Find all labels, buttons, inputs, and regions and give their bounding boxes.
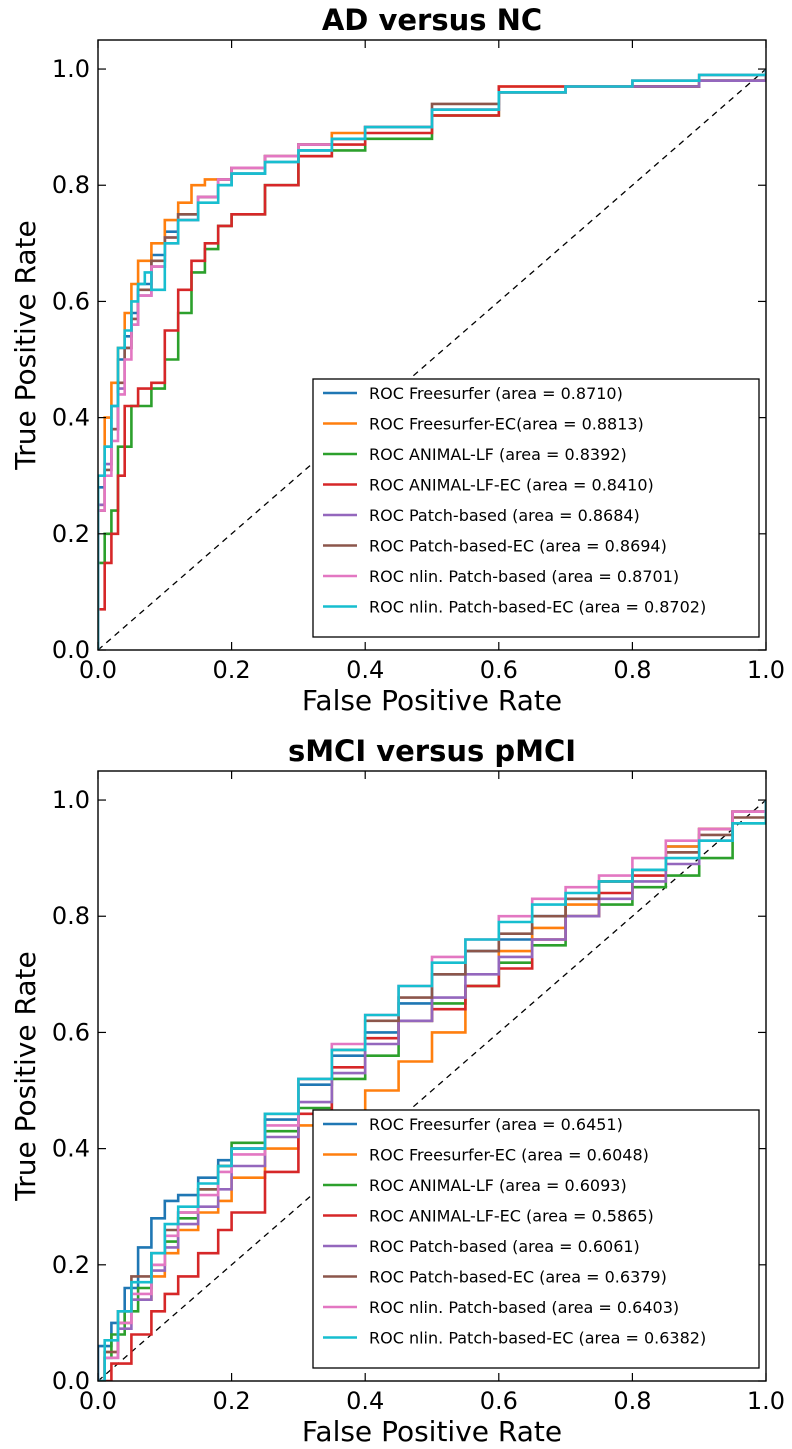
legend-label-4: ROC ANIMAL-LF-EC (area = 0.5865): [369, 1207, 654, 1226]
x-tick-label: 0.4: [346, 656, 384, 684]
y-tick-label: 1.0: [52, 786, 90, 814]
legend-label-5: ROC Patch-based (area = 0.6061): [369, 1237, 640, 1256]
roc-curve-8: [98, 69, 766, 650]
x-tick-label: 0.6: [480, 1387, 518, 1415]
y-tick-label: 0.2: [52, 1251, 90, 1279]
legend-label-5: ROC Patch-based (area = 0.8684): [369, 506, 640, 525]
x-tick-label: 0.0: [79, 1387, 117, 1415]
x-axis-label: False Positive Rate: [302, 684, 562, 717]
plot-frame: [97, 39, 767, 651]
legend-label-2: ROC Freesurfer-EC(area = 0.8813): [369, 415, 644, 434]
x-tick-label: 0.6: [480, 656, 518, 684]
y-tick-label: 0.0: [52, 636, 90, 664]
x-tick-label: 0.4: [346, 1387, 384, 1415]
legend-box: [312, 378, 760, 638]
x-tick-label: 1.0: [747, 1387, 785, 1415]
legend-label-6: ROC Patch-based-EC (area = 0.6379): [369, 1268, 667, 1287]
y-tick-label: 0.6: [52, 1018, 90, 1046]
x-tick-label: 0.8: [613, 1387, 651, 1415]
y-tick-label: 0.8: [52, 171, 90, 199]
y-tick-label: 0.0: [52, 1367, 90, 1395]
legend-label-1: ROC Freesurfer (area = 0.6451): [369, 1115, 623, 1134]
legend: ROC Freesurfer (area = 0.6451) ROC Freesu…: [312, 1109, 760, 1369]
y-axis-label: True Positive Rate: [9, 220, 42, 470]
legend-label-8: ROC nlin. Patch-based-EC (area = 0.6382): [369, 1329, 706, 1348]
diagonal-reference-line: [98, 68, 766, 650]
legend-label-1: ROC Freesurfer (area = 0.8710): [369, 384, 623, 403]
legend-label-7: ROC nlin. Patch-based (area = 0.8701): [369, 567, 679, 586]
roc-curves: [98, 69, 766, 650]
y-tick-label: 0.4: [52, 1135, 90, 1163]
legend-label-7: ROC nlin. Patch-based (area = 0.6403): [369, 1298, 679, 1317]
legend-label-2: ROC Freesurfer-EC (area = 0.6048): [369, 1146, 649, 1165]
chart-title: sMCI versus pMCI: [288, 734, 576, 768]
x-tick-label: 0.2: [213, 656, 251, 684]
x-tick-label: 0.0: [79, 656, 117, 684]
roc-curve-8: [98, 800, 766, 1381]
x-axis-label: False Positive Rate: [302, 1415, 562, 1448]
legend-label-4: ROC ANIMAL-LF-EC (area = 0.8410): [369, 476, 654, 495]
legend-label-6: ROC Patch-based-EC (area = 0.8694): [369, 537, 667, 556]
legend-label-3: ROC ANIMAL-LF (area = 0.8392): [369, 445, 627, 464]
legend: ROC Freesurfer (area = 0.8710) ROC Freesu…: [312, 378, 760, 638]
y-tick-label: 0.6: [52, 287, 90, 315]
y-tick-label: 0.8: [52, 902, 90, 930]
y-tick-label: 0.4: [52, 404, 90, 432]
y-tick-label: 0.2: [52, 520, 90, 548]
chart-panel-2: sMCI versus pMCI 0.0 0.2 0.4 0.6 0.8 1.0 0.0 0.2…: [9, 734, 785, 1448]
roc-curve-5: [98, 800, 766, 1381]
chart-title: AD versus NC: [322, 3, 542, 37]
y-tick-label: 1.0: [52, 55, 90, 83]
x-tick-label: 0.2: [213, 1387, 251, 1415]
plot-frame: [97, 770, 767, 1382]
chart-panel-1: AD versus NC 0.0 0.2 0.4 0.6 0.8 1.0 0.0 0.2 0.4 0…: [9, 3, 785, 717]
diagonal-reference-line: [98, 799, 766, 1381]
legend-box: [312, 1109, 760, 1369]
legend-label-3: ROC ANIMAL-LF (area = 0.6093): [369, 1176, 627, 1195]
legend-label-8: ROC nlin. Patch-based-EC (area = 0.8702): [369, 598, 706, 617]
x-tick-label: 1.0: [747, 656, 785, 684]
x-tick-label: 0.8: [613, 656, 651, 684]
y-axis-label: True Positive Rate: [9, 951, 42, 1201]
